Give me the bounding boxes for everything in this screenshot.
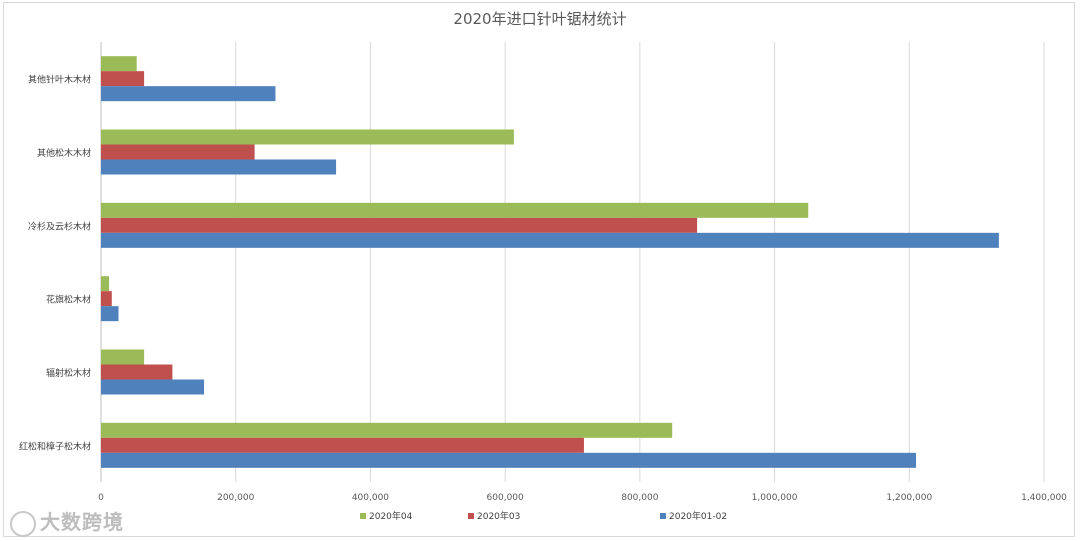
bar (101, 452, 917, 468)
bar (101, 291, 112, 307)
y-category-label: 冷杉及云杉木材 (28, 220, 91, 232)
legend-label: 2020年03 (477, 510, 520, 522)
bar (101, 217, 698, 233)
x-tick-label: 800,000 (621, 493, 658, 503)
bar (101, 86, 276, 102)
y-category-label: 辐射松木材 (46, 367, 91, 379)
x-tick-label: 1,400,000 (1021, 493, 1067, 503)
x-tick-label: 1,000,000 (752, 493, 798, 503)
legend-swatch (360, 513, 366, 519)
legend-label: 2020年04 (369, 510, 413, 522)
x-tick-label: 0 (98, 493, 104, 503)
legend-swatch (660, 513, 666, 519)
x-tick-label: 200,000 (217, 493, 254, 503)
bar (101, 232, 999, 248)
y-category-label: 红松和樟子松木材 (19, 440, 91, 452)
legend-label: 2020年01-02 (669, 510, 727, 522)
chart-title: 2020年进口针叶锯材统计 (453, 10, 627, 28)
watermark-text: 大数跨境 (40, 510, 124, 534)
bar (101, 144, 255, 160)
y-category-label: 花旗松木材 (46, 294, 91, 306)
chart-frame (3, 2, 1075, 537)
bar (101, 437, 584, 453)
x-tick-label: 1,200,000 (886, 493, 932, 503)
bar (101, 276, 110, 292)
watermark-logo-icon (10, 510, 36, 537)
bar (101, 202, 809, 218)
bar (101, 71, 145, 87)
x-tick-label: 600,000 (487, 493, 524, 503)
bar (101, 379, 205, 395)
watermark: 大数跨境 (10, 506, 124, 537)
y-category-label: 其他针叶木木材 (28, 74, 91, 86)
bar (101, 56, 137, 72)
bar (101, 364, 173, 380)
bar (101, 422, 673, 438)
bar (101, 349, 145, 365)
bar (101, 159, 337, 175)
x-tick-label: 400,000 (352, 493, 389, 503)
bar (101, 129, 514, 145)
legend-swatch (468, 513, 474, 519)
y-category-label: 其他松木木材 (37, 147, 91, 159)
bar (101, 306, 119, 322)
